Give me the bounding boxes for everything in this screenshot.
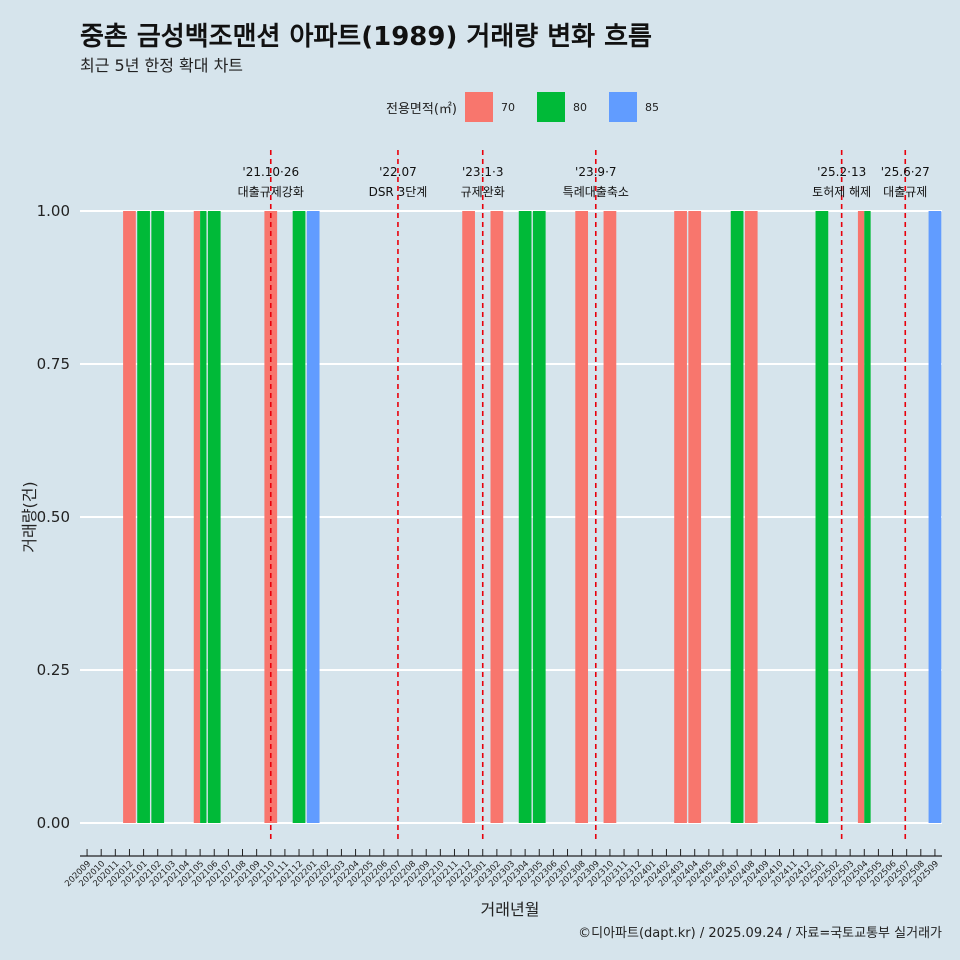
bar-80-202504: [864, 211, 871, 823]
legend-title: 전용면적(㎡): [386, 101, 457, 117]
bar-70-202504: [857, 211, 865, 823]
bar-70-202310: [603, 211, 617, 823]
bar-70-202212: [462, 211, 475, 823]
legend-item-70: 70: [464, 92, 531, 122]
event-name-label: 대출규제: [883, 185, 927, 199]
chart-subtitle: 최근 5년 한정 확대 차트: [80, 56, 244, 75]
event-name-label: 토허제 해제: [812, 185, 871, 199]
x-axis-label: 거래년월: [480, 900, 540, 919]
bar-80-202501: [815, 211, 829, 823]
legend-item-85: 85: [608, 92, 675, 122]
legend-swatch-70: [464, 92, 493, 122]
y-tick-label: 1.00: [37, 202, 70, 220]
event-name-label: 규제완화: [461, 185, 505, 199]
event-date-label: '25.2·13: [817, 165, 866, 179]
bar-70-202302: [490, 211, 504, 823]
bar-85-202509: [928, 211, 942, 823]
legend-swatch-80: [536, 92, 565, 122]
event-date-label: '23.1·3: [462, 165, 503, 179]
event-date-label: '25.6·27: [881, 165, 930, 179]
legend-label-70: 70: [500, 100, 515, 114]
legend-label-85: 85: [644, 100, 659, 114]
legend-item-80: 80: [536, 92, 603, 122]
event-name-label: 대출규제강화: [238, 185, 304, 199]
event-date-label: '23.9·7: [575, 165, 616, 179]
bar-80-202105: [200, 211, 207, 823]
bar-70-202403: [674, 211, 687, 823]
bar-80-202112: [292, 211, 306, 823]
bar-80-202407: [730, 211, 744, 823]
bar-85-202201: [306, 211, 320, 823]
event-date-label: '22.07: [379, 165, 417, 179]
source-caption: ©디아파트(dapt.kr) / 2025.09.24 / 자료=국토교통부 실…: [578, 926, 942, 941]
y-tick-label: 0.75: [37, 355, 70, 373]
bar-80-202304: [518, 211, 532, 823]
y-axis-label: 거래량(건): [20, 481, 39, 553]
bar-80-202102: [151, 211, 165, 823]
bar-80-202101: [137, 211, 150, 823]
bar-70-202105: [193, 211, 201, 823]
bar-70-202408: [744, 211, 758, 823]
y-tick-label: 0.00: [37, 814, 70, 832]
bar-70-202110: [264, 211, 278, 823]
chart-title: 중촌 금성백조맨션 아파트(1989) 거래량 변화 흐름: [80, 22, 652, 52]
legend-swatch-85: [608, 92, 637, 122]
event-name-label: DSR 3단계: [369, 185, 428, 199]
legend-label-80: 80: [572, 100, 587, 114]
event-name-label: 특례대출축소: [563, 185, 629, 199]
bar-70-202308: [575, 211, 589, 823]
legend: 전용면적(㎡) 70 80 85: [386, 92, 681, 122]
y-tick-label: 0.50: [37, 508, 70, 526]
bar-80-202305: [532, 211, 546, 823]
y-tick-label: 0.25: [37, 661, 70, 679]
bar-80-202106: [207, 211, 221, 823]
bar-70-202012: [123, 211, 136, 823]
event-date-label: '21.10·26: [242, 165, 299, 179]
bar-70-202404: [688, 211, 702, 823]
